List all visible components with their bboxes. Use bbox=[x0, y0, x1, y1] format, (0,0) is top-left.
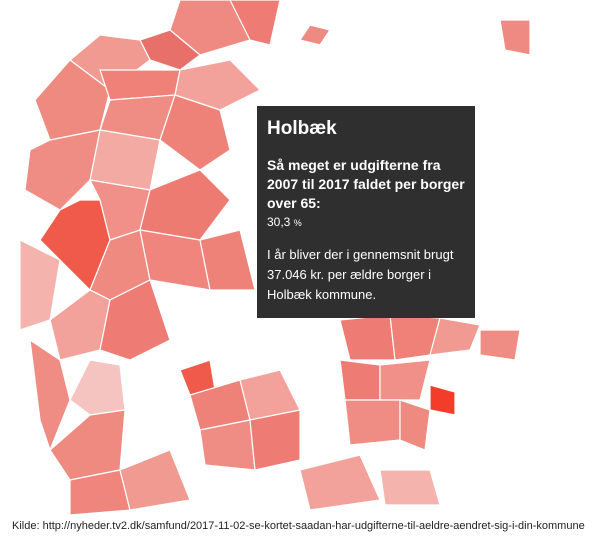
municipality bbox=[229, 0, 281, 46]
map bbox=[19, 0, 531, 516]
municipalities bbox=[19, 0, 531, 516]
municipality bbox=[139, 169, 231, 241]
tooltip-title: Holbæk bbox=[267, 118, 337, 139]
municipality bbox=[499, 19, 531, 56]
tooltip-value: 30,3 % bbox=[267, 215, 465, 229]
value-number: 30,3 bbox=[267, 215, 291, 229]
municipality bbox=[139, 29, 201, 71]
municipality bbox=[99, 279, 171, 361]
municipality bbox=[299, 24, 331, 46]
municipality bbox=[29, 338, 71, 452]
municipality bbox=[399, 399, 431, 451]
tooltip: Holbæk Så meget er udgifterne fra 2007 t… bbox=[257, 106, 475, 318]
municipality bbox=[69, 359, 126, 416]
value-unit: % bbox=[293, 218, 302, 228]
municipality bbox=[89, 129, 161, 191]
municipality bbox=[159, 94, 231, 171]
municipality bbox=[429, 317, 481, 356]
municipality bbox=[49, 409, 126, 481]
municipality bbox=[299, 454, 381, 511]
municipality bbox=[379, 359, 431, 401]
tooltip-heading: Så meget er udgifterne fra 2007 til 2017… bbox=[267, 157, 465, 211]
municipality bbox=[24, 129, 101, 211]
municipality bbox=[199, 229, 256, 291]
municipality bbox=[339, 359, 381, 401]
municipality bbox=[249, 409, 301, 471]
municipality bbox=[479, 329, 521, 361]
municipality bbox=[174, 59, 262, 111]
municipality bbox=[339, 314, 396, 361]
source: Kilde: http://nyheder.tv2.dk/samfund/201… bbox=[12, 520, 585, 532]
tooltip-body: I år bliver der i gennemsnit brugt 37.04… bbox=[267, 247, 454, 302]
municipality bbox=[344, 399, 401, 446]
municipality bbox=[379, 469, 441, 506]
municipality bbox=[119, 449, 191, 511]
municipality bbox=[429, 384, 456, 416]
